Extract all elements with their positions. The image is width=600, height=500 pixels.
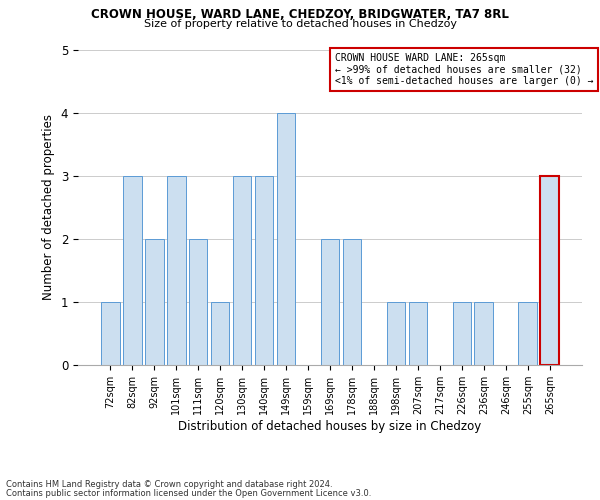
Bar bbox=[277, 113, 295, 365]
Bar bbox=[255, 176, 274, 365]
Bar bbox=[409, 302, 427, 365]
Bar bbox=[101, 302, 119, 365]
Bar bbox=[452, 302, 471, 365]
X-axis label: Distribution of detached houses by size in Chedzoy: Distribution of detached houses by size … bbox=[178, 420, 482, 433]
Bar bbox=[211, 302, 229, 365]
Text: Size of property relative to detached houses in Chedzoy: Size of property relative to detached ho… bbox=[143, 19, 457, 29]
Bar bbox=[167, 176, 185, 365]
Bar bbox=[518, 302, 537, 365]
Bar bbox=[145, 239, 164, 365]
Bar bbox=[343, 239, 361, 365]
Bar bbox=[233, 176, 251, 365]
Bar bbox=[541, 176, 559, 365]
Y-axis label: Number of detached properties: Number of detached properties bbox=[42, 114, 55, 300]
Bar bbox=[189, 239, 208, 365]
Bar bbox=[123, 176, 142, 365]
Text: Contains HM Land Registry data © Crown copyright and database right 2024.: Contains HM Land Registry data © Crown c… bbox=[6, 480, 332, 489]
Text: Contains public sector information licensed under the Open Government Licence v3: Contains public sector information licen… bbox=[6, 489, 371, 498]
Bar bbox=[320, 239, 340, 365]
Text: CROWN HOUSE, WARD LANE, CHEDZOY, BRIDGWATER, TA7 8RL: CROWN HOUSE, WARD LANE, CHEDZOY, BRIDGWA… bbox=[91, 8, 509, 20]
Text: CROWN HOUSE WARD LANE: 265sqm
← >99% of detached houses are smaller (32)
<1% of : CROWN HOUSE WARD LANE: 265sqm ← >99% of … bbox=[335, 53, 593, 86]
Bar bbox=[475, 302, 493, 365]
Bar bbox=[386, 302, 405, 365]
